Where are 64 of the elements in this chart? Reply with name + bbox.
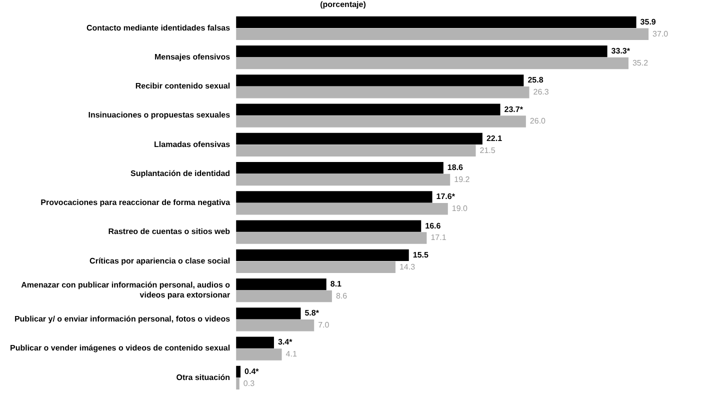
bar (236, 191, 432, 203)
y-tick-label: Contacto mediante identidades falsas (86, 23, 231, 32)
bar (236, 116, 526, 128)
bar (236, 144, 476, 156)
bar (236, 278, 326, 290)
data-label: 5.8* (304, 308, 320, 318)
data-label: 19.2 (454, 174, 470, 184)
y-tick-label: Recibir contenido sexual (135, 82, 230, 91)
bar (236, 308, 301, 320)
data-label: 7.0 (318, 320, 330, 330)
y-tick-label: Publicar y/ o enviar información personal, fotos o videos (14, 314, 231, 324)
data-label: 35.2 (632, 58, 649, 68)
data-label: 21.5 (480, 146, 496, 155)
data-label: 23.7* (504, 104, 524, 114)
bar (236, 86, 530, 98)
data-label: 33.3* (611, 46, 631, 56)
y-tick-label: Llamadas ofensivas (154, 140, 231, 149)
y-tick-label: Otra situación (176, 372, 230, 382)
data-label: 26.3 (533, 88, 550, 97)
y-tick-label: Insinuaciones o propuestas sexuales (88, 110, 231, 120)
data-label: 18.6 (447, 163, 464, 172)
y-tick-label: Provocaciones para reaccionar de forma negativa (40, 198, 231, 208)
y-tick-label: Amenazar con publicar información personal, audios o videos para extorsionar (21, 280, 230, 300)
bar (236, 28, 649, 40)
data-label: 14.3 (399, 262, 416, 272)
bar (236, 45, 608, 58)
data-label: 16.6 (425, 221, 442, 230)
data-label: 17.6* (436, 192, 456, 202)
data-label: 8.6 (336, 291, 348, 300)
data-label: 26.0 (530, 116, 546, 126)
bar (236, 320, 314, 332)
data-label: 0.3 (243, 378, 256, 388)
data-label: 37.0 (652, 29, 669, 38)
y-tick-label: Mensajes ofensivos (154, 52, 231, 62)
y-tick-label: Críticas por apariencia o clase social (90, 256, 230, 266)
bar (236, 74, 524, 86)
data-label: 15.5 (412, 250, 429, 260)
bar (236, 249, 409, 262)
bar (236, 348, 282, 360)
bar (236, 232, 427, 244)
y-tick-label: Suplantación de identidad (130, 168, 230, 178)
data-label: 0.4* (244, 366, 260, 376)
bar (236, 261, 396, 273)
bar (236, 174, 450, 186)
y-tick-label: Rastreo de cuentas o sitios web (108, 227, 230, 236)
bar (236, 104, 500, 116)
bar (236, 16, 636, 28)
data-label: 4.1 (286, 350, 298, 359)
data-label: 19.0 (452, 204, 468, 214)
bar (236, 220, 422, 232)
bar (236, 132, 482, 145)
data-label: 25.8 (528, 76, 544, 85)
bar (236, 290, 332, 302)
data-label: 35.9 (640, 17, 656, 26)
data-label: 17.1 (430, 233, 447, 242)
data-label: 8.1 (330, 280, 342, 288)
bar (236, 57, 628, 70)
y-tick-label: Publicar o vender imágenes o videos de contenido sexual (10, 344, 230, 353)
chart-title: (porcentaje) (320, 0, 366, 10)
data-label: 3.4* (278, 338, 294, 347)
bar (236, 203, 448, 215)
bar (236, 336, 274, 348)
data-label: 22.1 (486, 134, 503, 143)
bar (236, 162, 444, 174)
